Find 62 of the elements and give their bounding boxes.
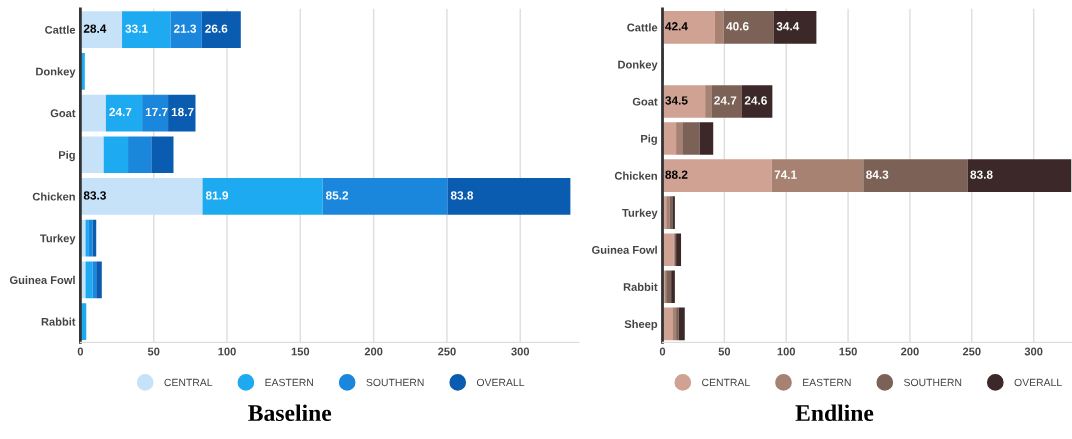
x-tick-label: 300 [511, 347, 530, 356]
x-tick-label: 0 [659, 347, 666, 356]
y-tick-label: Cattle [627, 23, 658, 32]
y-tick-label: Goat [50, 109, 76, 118]
data-label: 24.7 [109, 107, 132, 117]
legend-label: CENTRAL [164, 378, 213, 387]
data-label: 83.8 [970, 170, 993, 179]
data-label: 83.8 [450, 191, 474, 200]
x-tick-label: 100 [777, 347, 796, 356]
x-tick-label: 0 [77, 347, 84, 356]
legend-label: EASTERN [803, 378, 851, 387]
data-label: 33.1 [125, 24, 148, 33]
x-tick-label: 250 [962, 347, 981, 356]
y-tick-label: Pig [641, 134, 657, 145]
y-tick-label: Pig [59, 150, 75, 162]
y-tick-label: Guinea Fowl [592, 245, 657, 254]
legend-label: CENTRAL [702, 378, 750, 387]
legend-label: SOUTHERN [904, 378, 962, 387]
y-tick-label: Goat [632, 97, 658, 106]
data-label: 84.3 [866, 170, 889, 179]
x-tick-label: 100 [218, 347, 236, 356]
data-label: 42.4 [665, 22, 688, 31]
y-tick-label: Donkey [36, 67, 76, 78]
data-label: 21.3 [173, 24, 197, 33]
y-tick-label: Chicken [614, 171, 657, 180]
data-label: 17.7 [145, 107, 168, 117]
y-tick-label: Turkey [622, 208, 658, 219]
x-tick-label: 150 [839, 347, 857, 356]
x-tick-label: 50 [718, 347, 731, 356]
text: Baseline [248, 404, 332, 422]
y-tick-label: Cattle [45, 25, 76, 34]
x-tick-label: 200 [901, 347, 919, 356]
legend-label: OVERALL [1014, 378, 1062, 387]
text: Endline [795, 404, 874, 422]
x-tick-label: 300 [1024, 347, 1043, 356]
data-label: 81.9 [205, 191, 229, 200]
data-label: 83.3 [83, 191, 106, 200]
data-label: 74.1 [774, 170, 797, 179]
data-label: 28.4 [83, 24, 107, 33]
legend-label: OVERALL [476, 378, 525, 387]
data-label: 18.7 [171, 107, 194, 117]
data-label: 26.6 [205, 24, 228, 33]
x-tick-label: 50 [147, 347, 160, 356]
data-label: 85.2 [325, 191, 349, 200]
y-tick-label: Rabbit [623, 282, 658, 291]
y-tick-label: Guinea Fowl [9, 275, 75, 284]
x-tick-label: 150 [291, 347, 310, 356]
x-tick-label: 250 [438, 347, 456, 356]
data-label: 40.6 [726, 22, 749, 31]
data-label: 34.4 [776, 22, 800, 31]
y-tick-label: Chicken [32, 192, 75, 201]
data-label: 88.2 [665, 170, 688, 179]
x-tick-label: 200 [364, 347, 383, 356]
legend-label: EASTERN [265, 378, 313, 387]
data-label: 24.7 [714, 96, 737, 105]
data-label: 24.6 [744, 96, 767, 105]
y-tick-label: Rabbit [41, 317, 76, 326]
legend-label: SOUTHERN [366, 378, 424, 387]
y-tick-label: Donkey [618, 60, 658, 71]
data-label: 34.5 [665, 96, 688, 105]
y-tick-label: Sheep [624, 319, 658, 331]
y-tick-label: Turkey [40, 234, 76, 245]
